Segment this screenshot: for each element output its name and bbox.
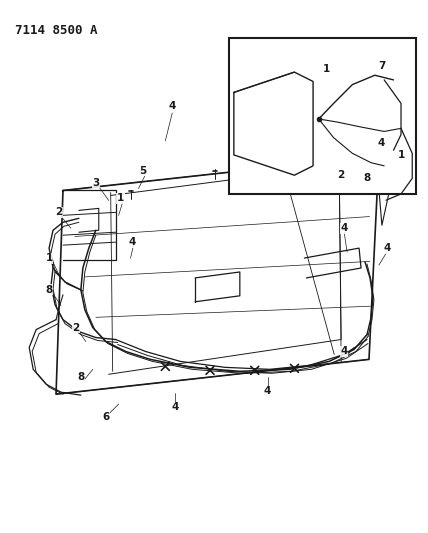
Text: 4: 4 (169, 101, 176, 111)
Text: 8: 8 (364, 173, 371, 183)
Text: 4: 4 (172, 402, 179, 412)
Text: 5: 5 (139, 166, 146, 176)
Text: 4: 4 (383, 243, 391, 253)
Text: 4: 4 (129, 237, 136, 247)
Text: 1: 1 (45, 253, 53, 263)
Text: 7114 8500 A: 7114 8500 A (15, 23, 98, 37)
Text: 7: 7 (379, 61, 386, 71)
Text: 8: 8 (45, 285, 53, 295)
Text: 1: 1 (397, 150, 404, 160)
Text: 1: 1 (323, 64, 330, 74)
Text: 4: 4 (264, 386, 271, 396)
Text: 4: 4 (340, 223, 348, 233)
Text: 3: 3 (92, 177, 99, 188)
Text: 4: 4 (340, 346, 348, 357)
Text: 2: 2 (55, 207, 62, 217)
Text: 8: 8 (77, 372, 84, 382)
Text: 1: 1 (117, 193, 124, 204)
Text: 6: 6 (102, 412, 109, 422)
Text: 2: 2 (72, 322, 80, 333)
Bar (229, 38, 416, 194)
Text: 4: 4 (377, 138, 385, 148)
Text: 2: 2 (338, 170, 345, 180)
